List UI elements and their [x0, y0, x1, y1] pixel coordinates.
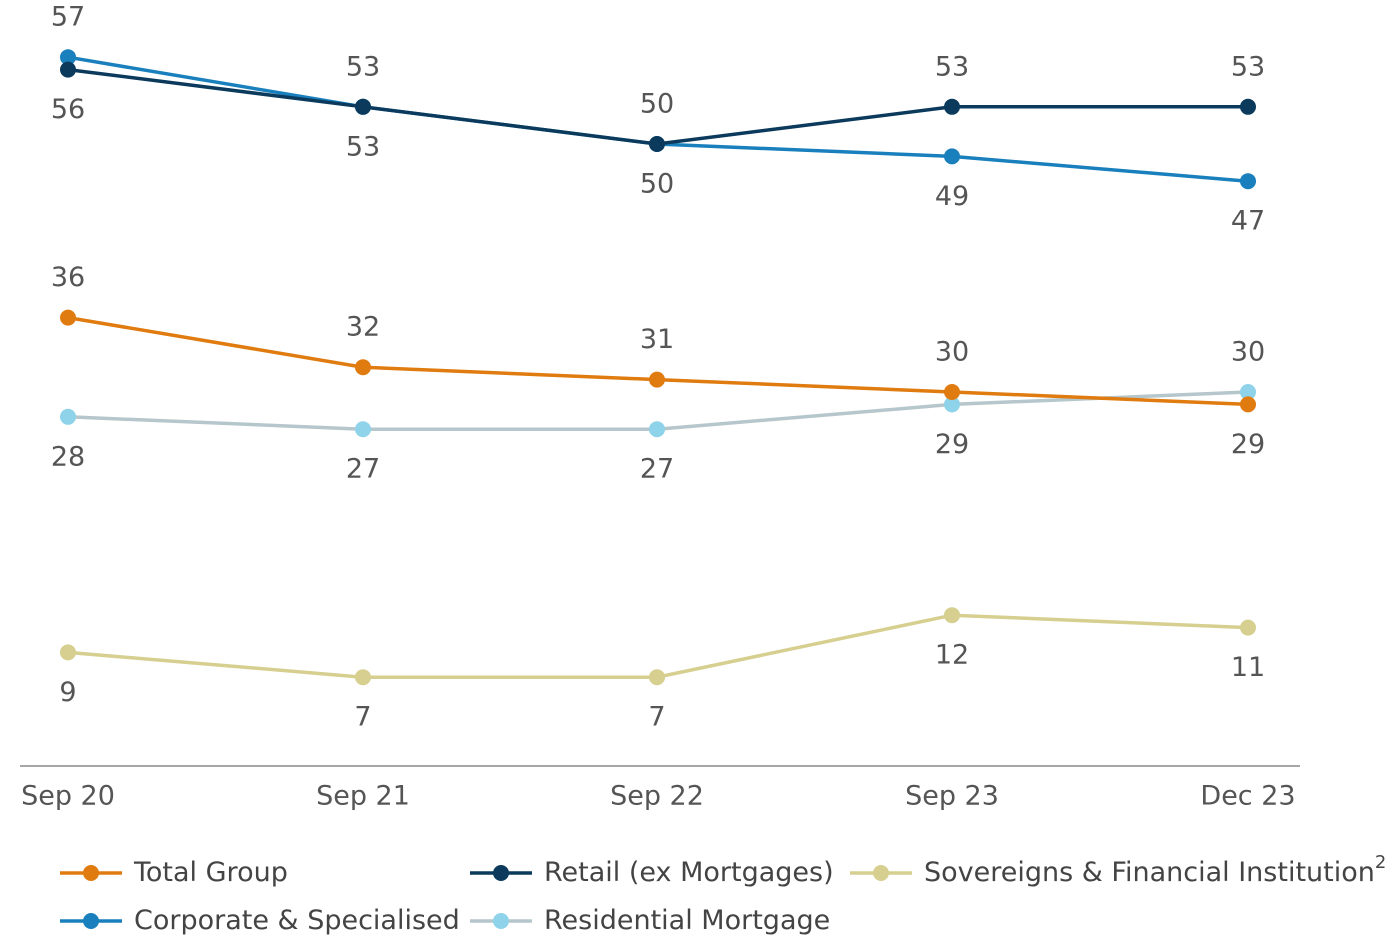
- data-label: 56: [51, 94, 85, 125]
- data-label: 12: [935, 640, 969, 671]
- point: [60, 644, 76, 661]
- x-tick-label: Dec 23: [1200, 781, 1295, 812]
- legend-label: Sovereigns & Financial Institution2: [924, 852, 1385, 888]
- data-label: 47: [1231, 206, 1265, 237]
- legend-marker: [83, 865, 99, 881]
- point: [944, 607, 960, 624]
- point: [944, 396, 960, 413]
- data-label: 49: [935, 181, 969, 212]
- data-label: 7: [354, 702, 371, 733]
- point: [1240, 173, 1256, 190]
- data-label: 28: [51, 441, 85, 472]
- point: [944, 98, 960, 115]
- legend-name: Retail (ex Mortgages): [544, 857, 834, 888]
- data-label: 36: [51, 262, 85, 293]
- point: [944, 148, 960, 165]
- point: [1240, 619, 1256, 636]
- data-label: 7: [648, 702, 665, 733]
- x-tick-label: Sep 22: [610, 781, 704, 812]
- point: [649, 421, 665, 438]
- data-label: 29: [1231, 429, 1265, 460]
- point: [60, 408, 76, 425]
- data-label: 29: [935, 429, 969, 460]
- data-label: 50: [640, 169, 674, 200]
- x-tick-label: Sep 23: [905, 781, 999, 812]
- x-tick-label: Sep 20: [21, 781, 115, 812]
- point: [944, 384, 960, 400]
- legend-note: 2: [1375, 852, 1385, 873]
- data-label: 9: [59, 677, 76, 708]
- data-label: 53: [346, 51, 380, 82]
- point: [60, 49, 76, 66]
- series-line: [67, 613, 1249, 679]
- legend-label: Residential Mortgage: [544, 905, 830, 936]
- legend-marker: [83, 913, 99, 929]
- data-label: 53: [1231, 51, 1265, 82]
- data-label: 27: [346, 454, 380, 485]
- legend-label: Retail (ex Mortgages): [544, 857, 834, 888]
- data-label: 31: [640, 324, 674, 355]
- data-label: 50: [640, 89, 674, 120]
- point: [1240, 98, 1256, 115]
- data-label: 53: [346, 131, 380, 162]
- legend-marker: [493, 913, 509, 929]
- legend-label: Corporate & Specialised: [134, 905, 460, 936]
- point: [1240, 384, 1256, 400]
- legend-name: Total Group: [133, 857, 288, 888]
- legend-name: Residential Mortgage: [544, 905, 830, 936]
- legend-name: Corporate & Specialised: [134, 905, 460, 936]
- data-label: 53: [935, 51, 969, 82]
- data-label: 27: [640, 454, 674, 485]
- x-tick-label: Sep 21: [316, 781, 410, 812]
- data-label: 30: [1231, 337, 1265, 368]
- point: [649, 371, 665, 388]
- point: [649, 136, 665, 152]
- point: [1240, 396, 1256, 413]
- point: [355, 359, 371, 376]
- data-label: 30: [935, 337, 969, 368]
- data-label: 57: [51, 2, 85, 33]
- point: [355, 421, 371, 438]
- data-label: 11: [1231, 652, 1265, 683]
- data-label: 32: [346, 312, 380, 343]
- legend-marker: [493, 865, 509, 881]
- legend-name: Sovereigns & Financial Institution: [924, 857, 1375, 888]
- legend-marker: [873, 865, 889, 881]
- point: [649, 669, 665, 686]
- legend-label: Total Group: [133, 857, 288, 888]
- point: [355, 669, 371, 686]
- point: [60, 61, 76, 78]
- point: [355, 98, 371, 115]
- point: [60, 309, 76, 326]
